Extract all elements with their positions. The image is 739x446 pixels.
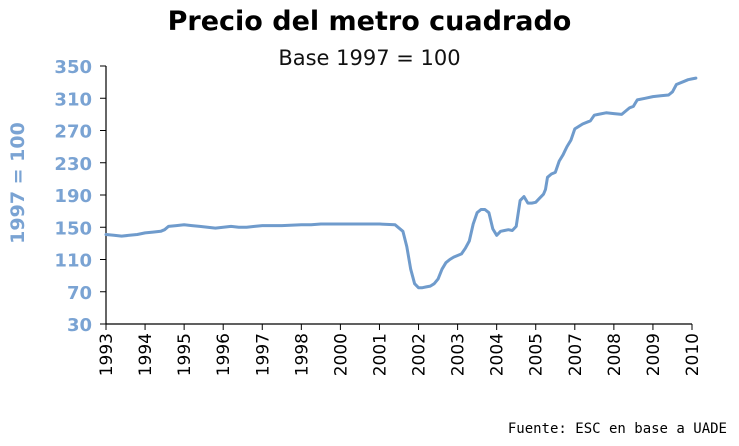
x-tick-label: 1993 [97, 333, 117, 376]
axes [105, 66, 692, 325]
y-tick-label: 310 [54, 89, 92, 110]
x-tick-label: 1997 [253, 333, 273, 376]
x-tick-label: 2009 [644, 333, 664, 376]
x-tick-label: 2010 [683, 333, 703, 376]
series-line [104, 76, 698, 290]
y-tick-label: 70 [67, 283, 92, 304]
x-axis-ticks: 1993 1994 1995 1996 1997 1998 2000 2001 2002 2003… [97, 324, 703, 376]
x-tick-label: 2001 [370, 333, 390, 376]
x-tick-label: 2003 [449, 333, 469, 376]
x-tick-label: 1995 [175, 333, 195, 376]
chart-title: Precio del metro cuadrado [167, 6, 572, 37]
x-tick-label: 2008 [605, 333, 625, 376]
x-tick-label: 2005 [527, 333, 547, 376]
x-tick-label: 2002 [410, 333, 430, 376]
x-tick-label: 1994 [136, 333, 156, 376]
x-tick-label: 2000 [331, 333, 351, 376]
y-tick-label: 110 [54, 251, 92, 272]
x-tick-label: 1996 [214, 333, 234, 376]
y-tick-label: 190 [54, 186, 92, 207]
y-tick-label: 30 [67, 315, 92, 336]
series-group [104, 76, 698, 290]
y-axis-label: 1997 = 100 [7, 122, 29, 244]
x-tick-label: 2004 [488, 333, 508, 376]
y-tick-label: 230 [54, 154, 92, 175]
y-tick-label: 270 [54, 122, 92, 143]
x-tick-label: 2007 [566, 333, 586, 376]
x-tick-label: 1998 [292, 333, 312, 376]
y-axis-ticks: 30 70 110 150 190 230 270 310 350 [54, 57, 106, 336]
source-note: Fuente: ESC en base a UADE [507, 421, 727, 437]
y-tick-label: 350 [54, 57, 92, 78]
chart-subtitle: Base 1997 = 100 [278, 46, 461, 70]
y-tick-label: 150 [54, 218, 92, 239]
